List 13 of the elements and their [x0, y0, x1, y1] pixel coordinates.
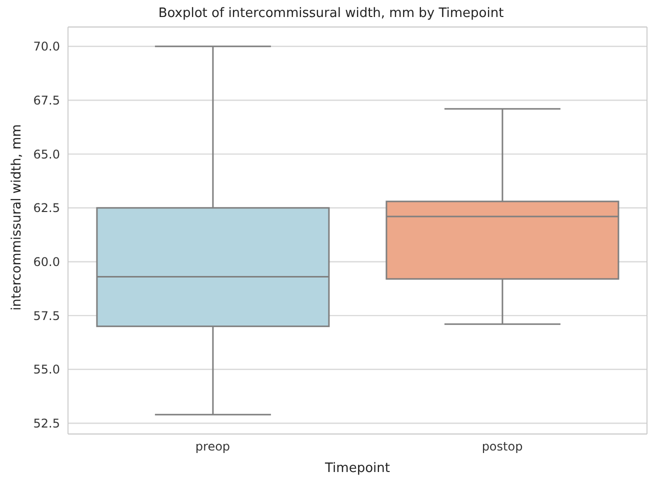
- y-tick-label: 62.5: [33, 201, 60, 216]
- y-axis-title: intercommissural width, mm: [10, 124, 25, 310]
- y-tick-label: 52.5: [33, 416, 60, 430]
- y-tick-label: 60.0: [33, 254, 60, 269]
- x-tick-label: postop: [482, 440, 523, 454]
- y-tick-label: 67.5: [33, 93, 60, 108]
- y-tick-label: 57.5: [33, 308, 60, 323]
- x-tick-label: preop: [195, 440, 230, 454]
- y-tick-label: 70.0: [33, 40, 60, 54]
- y-tick-label: 65.0: [33, 147, 60, 162]
- x-axis-title: Timepoint: [324, 461, 390, 476]
- y-tick-label: 55.0: [33, 362, 60, 377]
- chart-title: Boxplot of intercommissural width, mm by Timepoint: [157, 6, 505, 21]
